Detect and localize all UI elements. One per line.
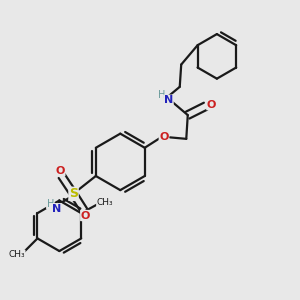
Text: N: N	[52, 204, 62, 214]
Text: S: S	[69, 187, 78, 200]
Text: O: O	[207, 100, 216, 110]
Text: O: O	[81, 211, 90, 220]
Text: H: H	[158, 90, 166, 100]
Text: CH₃: CH₃	[8, 250, 25, 259]
Text: O: O	[56, 166, 65, 176]
Text: O: O	[159, 132, 169, 142]
Text: N: N	[164, 95, 173, 105]
Text: H: H	[47, 199, 54, 208]
Text: CH₃: CH₃	[97, 198, 113, 207]
